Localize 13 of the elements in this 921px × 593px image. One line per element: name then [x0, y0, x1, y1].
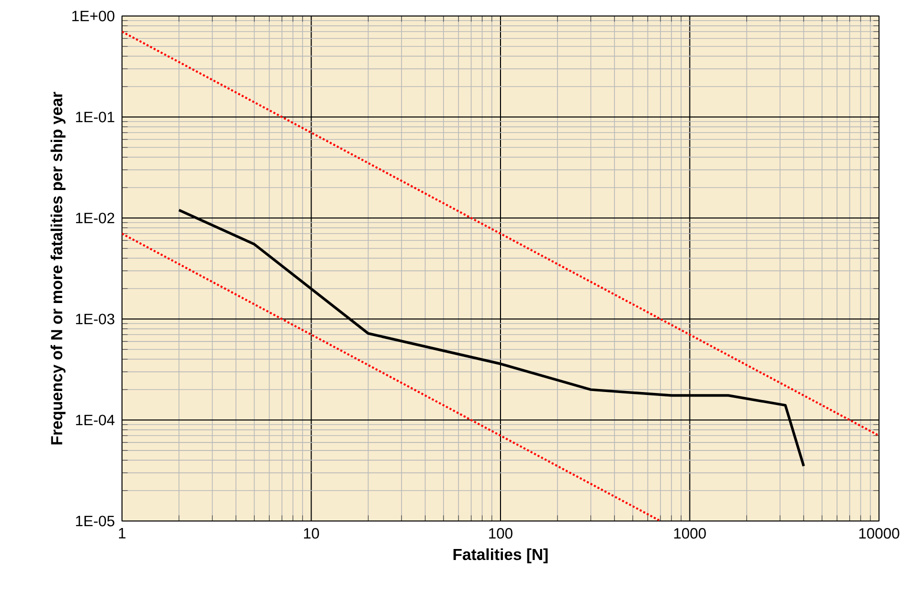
- x-tick-label: 100: [489, 528, 512, 539]
- y-tick-label: 1E-02: [76, 212, 114, 224]
- y-tick-label: 1E+00: [72, 10, 114, 22]
- x-tick-label: 1000: [674, 528, 706, 539]
- y-tick-label: 1E-05: [76, 516, 114, 526]
- x-tick-label: 1: [118, 528, 126, 538]
- y-tick-label: 1E-04: [76, 414, 115, 426]
- x-tick-label: 10000: [859, 528, 900, 539]
- x-tick-label: 10: [304, 528, 319, 539]
- y-tick-label: 1E-01: [76, 112, 114, 122]
- x-axis-title: Fatalities [N]: [454, 548, 548, 564]
- y-axis-title: Frequency of N or more fatalities per ship year: [50, 92, 66, 444]
- y-tick-label: 1E-03: [76, 314, 114, 324]
